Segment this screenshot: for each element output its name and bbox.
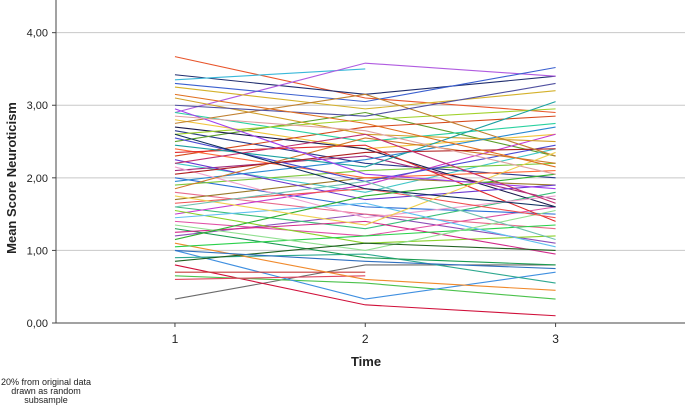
- series-line: [174, 66, 556, 103]
- series-line: [174, 108, 556, 135]
- series-line: [174, 126, 556, 208]
- y-axis-label: Mean Score Neuroticism: [4, 102, 19, 254]
- x-tick-label: 3: [552, 332, 559, 346]
- note-line: drawn as random: [11, 386, 81, 396]
- series-line: [174, 166, 556, 219]
- series-line: [174, 93, 556, 157]
- series-line: [174, 93, 556, 168]
- series-line: [174, 148, 556, 175]
- series-line: [174, 191, 556, 230]
- series-line: [174, 111, 556, 157]
- series-line: [174, 115, 556, 175]
- series-line: [174, 224, 556, 248]
- series-line: [174, 82, 556, 117]
- series-line: [174, 68, 366, 81]
- series-line: [174, 126, 556, 183]
- y-tick-label: 2,00: [27, 173, 48, 185]
- series-line: [174, 249, 556, 300]
- series-line: [174, 209, 556, 251]
- series-line: [174, 62, 556, 114]
- series-line: [174, 220, 556, 255]
- x-axis-label: Time: [351, 354, 381, 369]
- series-line: [174, 144, 556, 222]
- series-line: [174, 264, 556, 300]
- series-line: [174, 173, 556, 241]
- series-line: [174, 177, 556, 215]
- y-tick-label: 0,00: [27, 318, 48, 330]
- series-line: [174, 137, 556, 190]
- y-tick-label: 3,00: [27, 100, 48, 112]
- series-line: [174, 133, 556, 215]
- series-line: [174, 228, 556, 266]
- series-line: [174, 275, 366, 280]
- series-line: [174, 111, 556, 143]
- series-line: [174, 151, 556, 226]
- series-line: [174, 108, 556, 190]
- series-line: [174, 249, 556, 270]
- series-line: [174, 253, 556, 284]
- series-line: [174, 133, 556, 208]
- series-line: [174, 86, 556, 110]
- series-line: [174, 242, 556, 262]
- series-line: [174, 148, 556, 179]
- series-line: [174, 191, 556, 230]
- series-line: [174, 56, 556, 114]
- series-line: [174, 202, 556, 248]
- series-line: [174, 155, 556, 201]
- note-line: subsample: [24, 395, 68, 405]
- note-line: 20% from original data: [1, 377, 91, 387]
- series-line: [174, 115, 556, 157]
- x-tick-label: 1: [172, 332, 179, 346]
- x-tick-label: 2: [362, 332, 369, 346]
- series-line: [174, 162, 556, 186]
- series-line: [174, 159, 556, 201]
- y-tick-label: 4,00: [27, 28, 48, 40]
- series-line: [174, 133, 556, 204]
- y-tick-label: 1,00: [27, 245, 48, 257]
- series-line: [174, 180, 556, 241]
